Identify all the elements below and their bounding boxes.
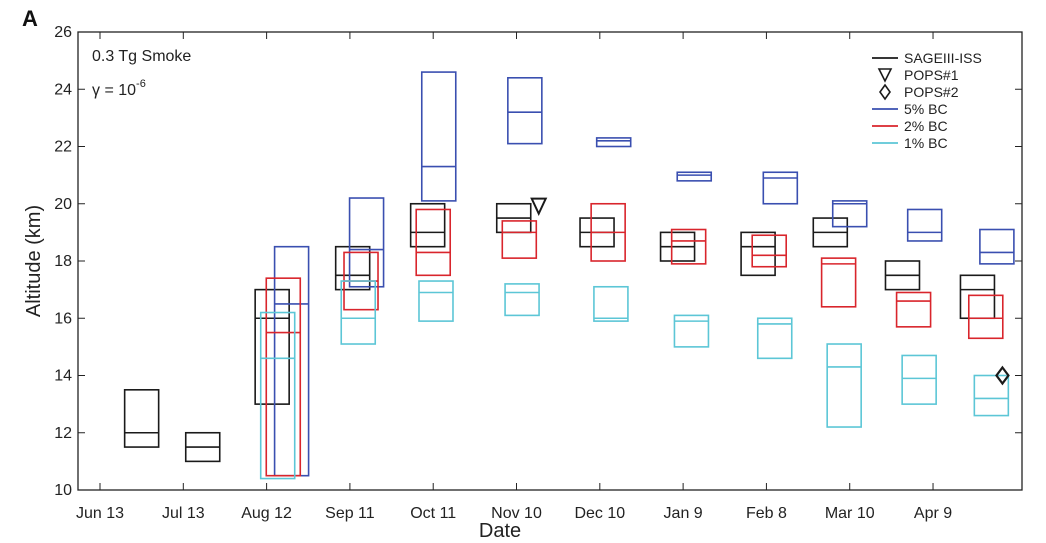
box-1-bc — [673, 314, 710, 348]
panel-label: A — [22, 6, 38, 31]
legend-label-2-bc: 2% BC — [904, 118, 948, 134]
x-axis-title: Date — [479, 520, 521, 542]
annotation-smoke: 0.3 Tg Smoke — [92, 48, 191, 65]
box-1-bc — [259, 311, 296, 480]
box-1-bc — [756, 317, 793, 360]
box-5-bc — [762, 171, 799, 205]
series-sageiii-iss — [123, 202, 996, 463]
box-sageiii-iss — [959, 274, 996, 320]
box-1-bc — [593, 285, 629, 322]
box-5-bc — [979, 228, 1015, 265]
box-sageiii-iss — [409, 202, 446, 248]
markers — [530, 197, 1010, 386]
x-tick-label: Oct 11 — [410, 505, 456, 522]
y-tick-label: 12 — [54, 425, 72, 442]
plot-frame — [77, 31, 1023, 491]
box-2-bc — [670, 228, 707, 265]
x-tick-label: Dec 10 — [574, 505, 625, 522]
box-sageiii-iss — [740, 231, 776, 277]
y-tick-label: 26 — [54, 24, 72, 41]
box-series — [123, 71, 1015, 480]
box-1-bc — [418, 280, 454, 322]
box-5-bc — [676, 171, 713, 182]
box-2-bc — [967, 294, 1004, 340]
y-tick-label: 20 — [54, 196, 72, 213]
annotation-gamma: γ = 10-6 — [92, 78, 146, 99]
legend-label-sageiii-iss: SAGEIII-ISS — [904, 50, 982, 66]
x-axis: Jun 13 Jul 13 Aug 12 Sep 11 Oct 11 Nov 10 Dec … — [76, 32, 952, 522]
annotation-gamma-exponent: -6 — [136, 78, 146, 90]
x-tick-label: Sep 11 — [325, 505, 375, 522]
y-tick-label: 24 — [54, 81, 72, 98]
box-5-bc — [595, 137, 632, 148]
x-tick-label: Jul 13 — [162, 505, 205, 522]
x-tick-label: Nov 10 — [491, 505, 542, 522]
series-5-bc — [273, 71, 1015, 477]
x-tick-label: Mar 10 — [825, 505, 875, 522]
box-1-bc — [826, 343, 862, 428]
y-tick-label: 16 — [54, 310, 72, 327]
y-axis: 10 12 14 16 18 20 22 24 26 — [54, 24, 1022, 499]
legend-swatch-pops-2 — [879, 83, 891, 101]
y-tick-label: 10 — [54, 482, 72, 499]
box-2-bc — [501, 220, 538, 259]
y-tick-label: 22 — [54, 139, 72, 156]
x-tick-label: Apr 9 — [914, 505, 952, 522]
box-sageiii-iss — [123, 389, 160, 448]
box-sageiii-iss — [334, 245, 371, 291]
y-tick-label: 18 — [54, 253, 72, 270]
box-1-bc — [901, 354, 937, 405]
box-5-bc — [507, 77, 543, 145]
annotation-gamma-base: γ = 10 — [92, 82, 136, 99]
legend-label-5-bc: 5% BC — [904, 101, 948, 117]
legend-label-pops-1: POPS#1 — [904, 67, 959, 83]
legend-label-pops-2: POPS#2 — [904, 84, 959, 100]
box-5-bc — [348, 197, 385, 288]
legend-swatch-pops-1 — [877, 68, 893, 83]
box-5-bc — [906, 208, 943, 242]
box-2-bc — [415, 208, 452, 277]
x-tick-label: Jun 13 — [76, 505, 124, 522]
box-2-bc — [751, 234, 787, 268]
series-2-bc — [265, 202, 1004, 477]
series-1-bc — [259, 280, 1010, 480]
box-1-bc — [973, 374, 1010, 417]
x-tick-label: Aug 12 — [241, 505, 292, 522]
box-2-bc — [895, 291, 932, 328]
x-tick-label: Feb 8 — [746, 505, 787, 522]
x-tick-label: Jan 9 — [664, 505, 703, 522]
box-2-bc — [265, 277, 302, 477]
box-1-bc — [504, 283, 540, 317]
box-1-bc — [340, 280, 377, 345]
legend-label-1-bc: 1% BC — [904, 135, 948, 151]
box-5-bc — [273, 245, 310, 477]
marker-pops-2 — [995, 365, 1010, 386]
y-tick-label: 14 — [54, 368, 72, 385]
marker-pops-1 — [530, 197, 548, 216]
box-5-bc — [420, 71, 457, 202]
box-sageiii-iss — [254, 288, 290, 405]
box-2-bc — [820, 257, 857, 308]
y-axis-title: Altitude (km) — [23, 205, 45, 317]
box-5-bc — [831, 200, 868, 228]
